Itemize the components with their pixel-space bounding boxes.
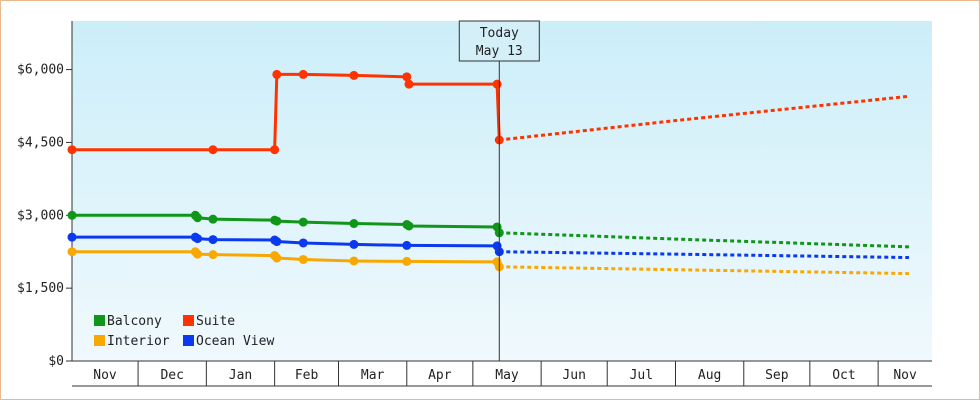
- series-forecast-line: [499, 250, 909, 260]
- data-point: [404, 221, 414, 231]
- data-point: [404, 79, 414, 89]
- series-interior: [67, 247, 909, 276]
- data-point: [402, 240, 412, 250]
- month-label: Nov: [893, 368, 917, 383]
- series-balcony: [67, 210, 910, 249]
- month-label: Nov: [93, 368, 117, 383]
- data-point: [208, 235, 218, 245]
- data-point: [349, 70, 359, 80]
- month-label: Jan: [229, 368, 252, 383]
- legend-label: Ocean View: [196, 334, 274, 349]
- legend-label: Balcony: [107, 314, 162, 329]
- month-label: May: [495, 368, 519, 383]
- today-marker: Today May 13: [458, 20, 540, 361]
- data-point: [272, 237, 282, 247]
- y-tick-label: $3,000: [17, 208, 64, 223]
- legend-swatch: [94, 335, 105, 346]
- legend-label: Interior: [107, 334, 170, 349]
- data-point: [349, 239, 359, 249]
- x-axis: Nov Dec Jan Feb Mar Apr May Jun Jul Aug Sep Oct Nov: [72, 360, 932, 387]
- legend: Balcony Suite Interior Ocean View: [94, 314, 274, 349]
- series-ocean-view: [67, 232, 909, 260]
- legend-swatch: [94, 315, 105, 326]
- data-point: [492, 79, 502, 89]
- month-label: Sep: [765, 368, 789, 383]
- data-point: [67, 232, 77, 242]
- data-point: [193, 249, 203, 259]
- y-axis: $0 $1,500 $3,000 $4,500 $6,000: [17, 21, 73, 369]
- month-label: Mar: [361, 368, 385, 383]
- month-label: Dec: [160, 368, 183, 383]
- data-point: [67, 145, 77, 155]
- data-point: [67, 210, 77, 220]
- y-tick-label: $0: [48, 354, 64, 369]
- data-point: [298, 217, 308, 227]
- data-point: [272, 253, 282, 263]
- y-tick-label: $4,500: [17, 135, 64, 150]
- legend-swatch: [183, 335, 194, 346]
- data-point: [349, 256, 359, 266]
- data-point: [67, 247, 77, 257]
- data-point: [270, 145, 280, 155]
- today-label: Today: [480, 26, 519, 41]
- series-suite: [67, 69, 910, 155]
- series-forecast-line: [499, 94, 910, 142]
- y-tick-label: $1,500: [17, 281, 64, 296]
- y-tick-label: $6,000: [17, 63, 64, 78]
- month-label: Jul: [630, 368, 653, 383]
- legend-swatch: [183, 315, 194, 326]
- today-date: May 13: [476, 44, 523, 59]
- data-point: [208, 214, 218, 224]
- legend-label: Suite: [196, 314, 235, 329]
- data-point: [298, 254, 308, 264]
- data-point: [193, 213, 203, 223]
- data-point: [298, 69, 308, 79]
- month-label: Jun: [562, 368, 585, 383]
- month-label: Apr: [428, 368, 452, 383]
- data-point: [208, 145, 218, 155]
- data-point: [402, 256, 412, 266]
- month-label: Feb: [295, 368, 319, 383]
- data-point: [402, 72, 412, 82]
- plot-area: [72, 21, 932, 361]
- data-point: [272, 69, 282, 79]
- series-forecast-line: [499, 231, 910, 249]
- today-box: [458, 20, 540, 62]
- series-forecast-line: [499, 265, 909, 276]
- data-point: [272, 216, 282, 226]
- data-point: [298, 238, 308, 248]
- data-point: [193, 234, 203, 244]
- month-label: Aug: [698, 368, 721, 383]
- data-point: [349, 219, 359, 229]
- series-layer: [67, 69, 910, 276]
- month-label: Oct: [832, 368, 855, 383]
- series-line: [72, 72, 501, 152]
- data-point: [208, 250, 218, 260]
